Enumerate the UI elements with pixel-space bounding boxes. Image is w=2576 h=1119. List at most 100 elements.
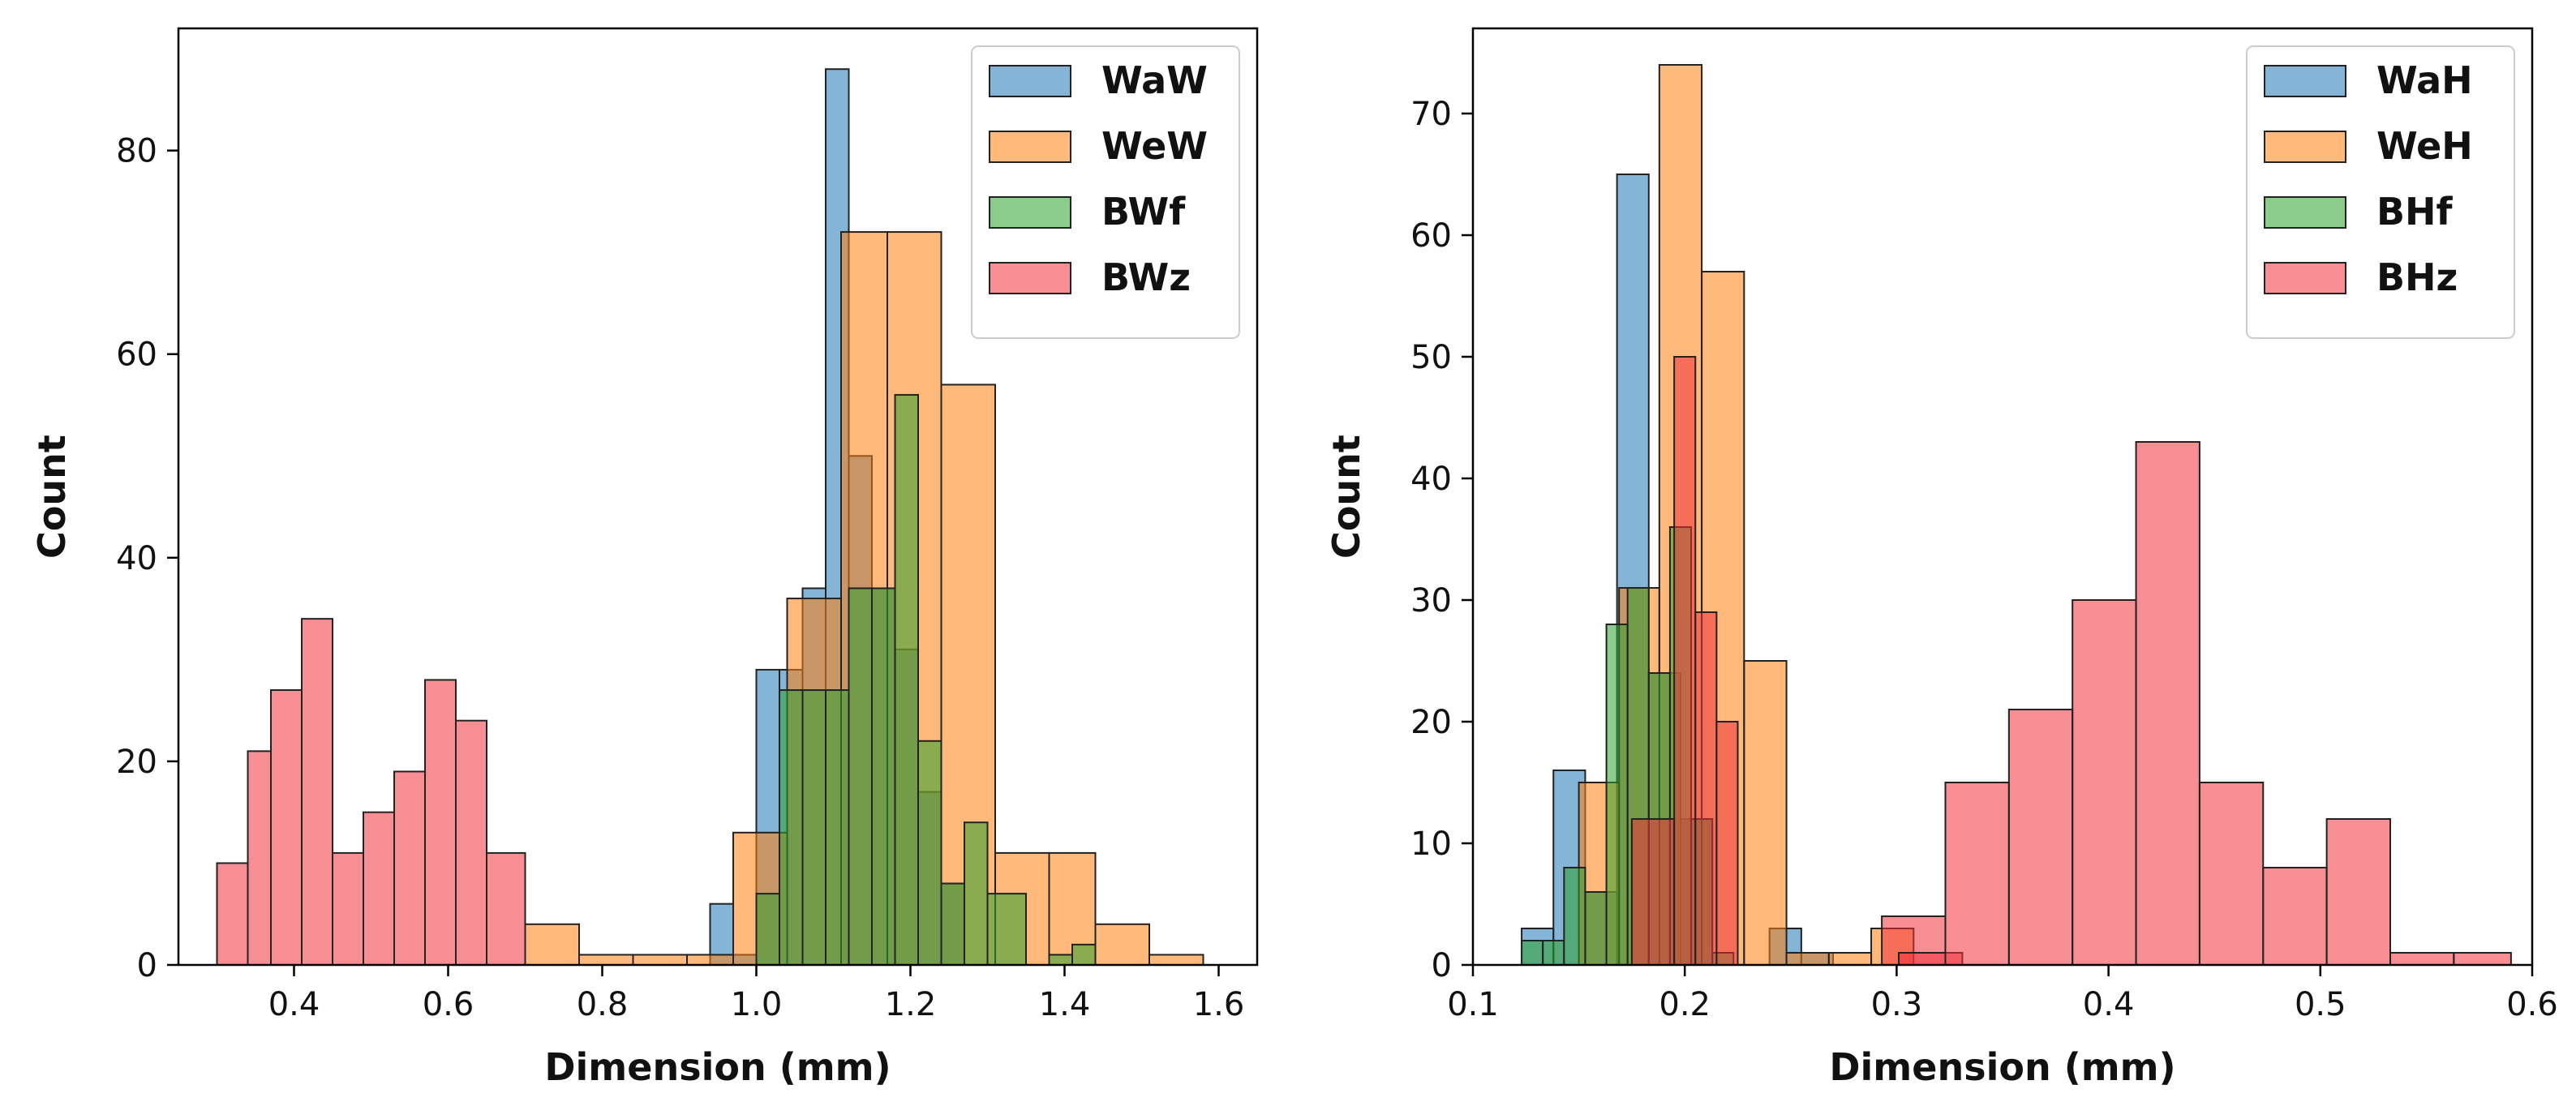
bar-bwf <box>917 740 942 966</box>
legend-swatch-bhf <box>2264 196 2346 229</box>
bar-bwf <box>964 821 989 966</box>
legend-swatch-wah <box>2264 65 2346 97</box>
x-tick-label: 1.2 <box>885 986 937 1023</box>
bar-bhf <box>1542 940 1565 966</box>
x-tick-label: 0.6 <box>423 986 474 1023</box>
bar-bwf <box>801 689 826 966</box>
legend-swatch-waw <box>989 65 1071 97</box>
bar-bhz <box>1944 782 2010 966</box>
bar-bwf <box>1071 943 1097 967</box>
x-tick-label: 1.4 <box>1039 986 1091 1023</box>
bar-weh <box>1827 952 1873 966</box>
series-bwz <box>216 618 526 967</box>
bar-bhz <box>2389 952 2455 966</box>
x-tick-label: 0.3 <box>1871 986 1923 1023</box>
bar-bhf <box>1605 624 1629 966</box>
bar-wew <box>524 923 580 966</box>
bar-bwf <box>894 393 919 966</box>
bar-wew <box>686 954 734 967</box>
axes-frame <box>1471 27 2534 967</box>
y-tick-label: 20 <box>116 744 157 781</box>
legend-label-bhz: BHz <box>2376 255 2458 299</box>
bar-bwz <box>424 679 457 966</box>
x-axis-label: Dimension (mm) <box>544 1045 891 1089</box>
left-histogram-panel: 0.4 0.6 0.8 1.0 1.2 1.4 1.6 0 20 40 60 80 Dimension … <box>30 27 1259 1089</box>
legend: WaW WeW BWf BWz <box>971 45 1240 339</box>
legend-label-bwz: BWz <box>1101 255 1191 299</box>
bar-bwf <box>986 893 1027 966</box>
bar-bhf <box>1563 867 1586 966</box>
x-tick-label: 0.4 <box>268 986 320 1023</box>
x-axis-label: Dimension (mm) <box>1829 1045 2175 1089</box>
bar-bwf <box>940 882 965 966</box>
bar-bwf <box>1048 954 1073 967</box>
y-axis-label: Count <box>1324 435 1368 559</box>
bar-bhz <box>2072 599 2137 966</box>
bar-bwf <box>848 587 873 966</box>
legend-label-wah: WaH <box>2376 58 2473 102</box>
bar-bwz <box>270 689 303 966</box>
bar-bhz <box>1673 356 1697 966</box>
y-tick-label: 80 <box>116 133 157 170</box>
bar-bhz <box>2007 709 2074 966</box>
bar-bwf <box>871 587 896 966</box>
y-tick-label: 20 <box>1410 704 1452 741</box>
legend-label-wew: WeW <box>1101 124 1208 168</box>
x-tick-label: 0.8 <box>577 986 629 1023</box>
bar-bwz <box>393 770 426 967</box>
y-tick-label: 30 <box>1410 582 1452 620</box>
bar-bwf <box>825 689 850 966</box>
legend-label-bhf: BHf <box>2376 190 2454 234</box>
legend-swatch-bwf <box>989 196 1071 229</box>
y-tick-label: 0 <box>137 947 157 984</box>
legend-label-weh: WeH <box>2376 124 2473 168</box>
bar-bwf <box>779 689 804 966</box>
bar-bwz <box>332 851 364 967</box>
y-tick-label: 0 <box>1432 947 1452 984</box>
legend-swatch-bhz <box>2264 262 2346 294</box>
bar-bwz <box>486 851 526 967</box>
legend-label-bwf: BWf <box>1101 190 1186 234</box>
bar-bwf <box>755 893 780 966</box>
bar-bhf <box>1521 940 1544 966</box>
legend-swatch-weh <box>2264 131 2346 163</box>
y-tick-label: 10 <box>1410 825 1452 863</box>
bar-wew <box>578 954 634 967</box>
x-tick-label: 1.0 <box>731 986 783 1023</box>
axes-frame <box>177 27 1259 967</box>
x-tick-label: 0.4 <box>2083 986 2135 1023</box>
bar-wew <box>632 954 688 967</box>
x-tick-label: 0.5 <box>2295 986 2346 1023</box>
y-tick-label: 40 <box>1410 461 1452 498</box>
legend-label-waw: WaW <box>1101 58 1208 102</box>
bar-bwz <box>216 862 249 967</box>
bar-bhz <box>2198 782 2265 966</box>
x-tick-label: 0.1 <box>1447 986 1499 1023</box>
x-tick-label: 0.2 <box>1659 986 1711 1023</box>
bar-bwz <box>247 750 272 966</box>
bar-wew <box>1094 923 1150 966</box>
right-histogram-panel: 0.1 0.2 0.3 0.4 0.5 0.6 0 10 20 30 40 50 60 70 Dimensi… <box>1324 27 2558 1089</box>
y-tick-label: 60 <box>1410 217 1452 255</box>
bar-weh <box>1785 952 1830 966</box>
bar-bhz <box>1630 818 1676 966</box>
y-tick-label: 50 <box>1410 339 1452 376</box>
bar-bhz <box>2453 952 2512 966</box>
bar-bwz <box>455 719 487 967</box>
y-axis-label: Count <box>30 435 74 559</box>
legend-swatch-bwz <box>989 262 1071 294</box>
bar-bhz <box>2325 818 2391 966</box>
y-tick-label: 70 <box>1410 96 1452 133</box>
x-tick-label: 1.6 <box>1193 986 1245 1023</box>
x-tick-label: 0.6 <box>2506 986 2558 1023</box>
bar-wew <box>1148 954 1204 967</box>
series-bhz <box>1630 356 2512 966</box>
bar-weh <box>1743 660 1788 966</box>
bar-bhz <box>2262 867 2328 966</box>
bar-bwz <box>301 618 333 966</box>
bar-bhf <box>1584 891 1608 966</box>
y-tick-label: 40 <box>116 540 157 577</box>
legend-swatch-wew <box>989 131 1071 163</box>
bar-bhz <box>1715 721 1739 966</box>
